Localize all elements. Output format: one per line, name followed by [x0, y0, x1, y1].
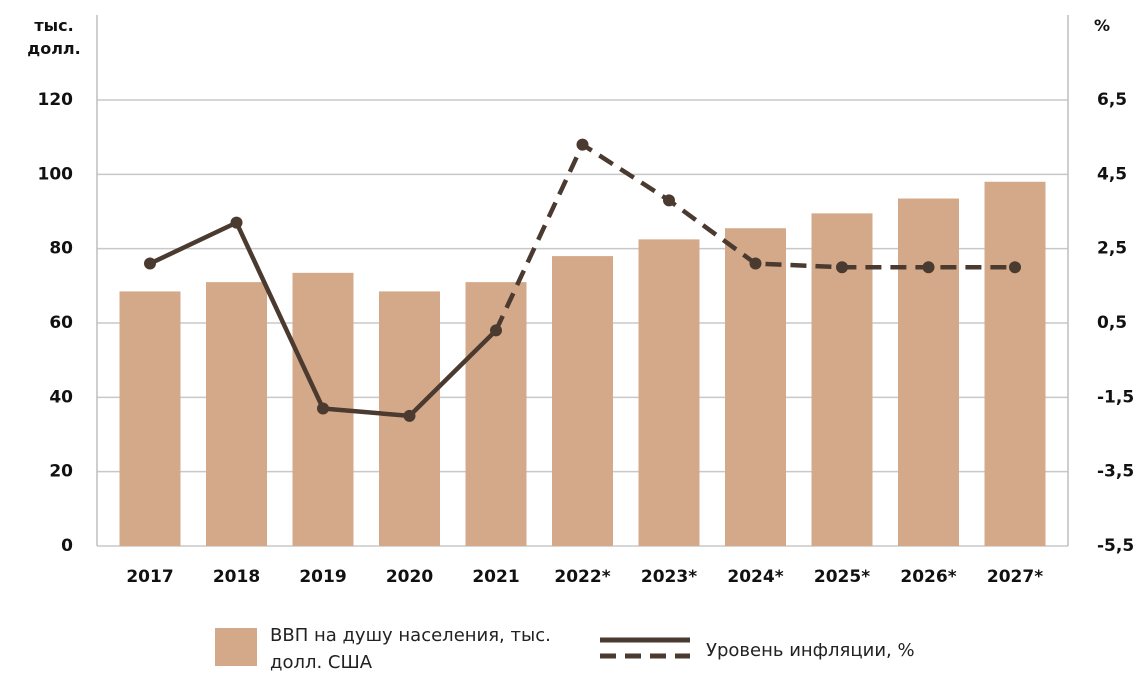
x-tick-label: 2024*: [727, 567, 783, 587]
bar: [898, 198, 959, 546]
y-tick-label: 0: [61, 536, 73, 556]
y2-tick-label: 0,5: [1097, 313, 1127, 333]
bar: [638, 239, 700, 546]
bar: [119, 291, 181, 546]
point: [1009, 261, 1021, 274]
legend-label: ВВП на душу населения, тыс. долл. США: [270, 625, 551, 673]
x-tick-label: 2025*: [814, 567, 870, 587]
y-tick-label: 100: [38, 164, 74, 184]
point: [836, 261, 848, 274]
y2-tick-label: -3,5: [1097, 462, 1134, 482]
bar: [984, 181, 1046, 546]
x-tick-label: 2022*: [554, 567, 610, 587]
legend-swatch: [215, 628, 257, 666]
x-tick-label: 2023*: [641, 567, 697, 587]
legend-line-icon: [600, 637, 690, 659]
point: [663, 194, 675, 207]
point: [576, 138, 589, 151]
bar: [206, 282, 267, 546]
y-tick-label: 80: [49, 239, 73, 259]
legend-label: Уровень инфляции, %: [706, 640, 915, 661]
x-tick-label: 2018: [213, 567, 260, 587]
y2-axis-label: %: [1094, 16, 1111, 35]
point: [749, 257, 762, 270]
x-tick-label: 2026*: [900, 567, 956, 587]
bar: [465, 282, 527, 546]
y2-tick-label: -5,5: [1097, 536, 1134, 556]
bar: [725, 228, 786, 546]
y-tick-label: 20: [49, 462, 73, 482]
y2-tick-label: 4,5: [1097, 164, 1127, 184]
point: [490, 324, 502, 337]
point: [403, 409, 416, 422]
y-tick-label: 60: [49, 313, 73, 333]
x-tick-label: 2027*: [987, 567, 1043, 587]
y-tick-label: 120: [38, 90, 74, 110]
x-tick-label: 2021: [472, 567, 519, 587]
y2-tick-label: 6,5: [1097, 90, 1127, 110]
point: [317, 402, 329, 415]
bar: [552, 256, 613, 546]
x-tick-label: 2017: [126, 567, 173, 587]
y-tick-label: 40: [49, 387, 73, 407]
y-axis-label: тыс. долл.: [27, 16, 81, 58]
x-tick-label: 2019: [299, 567, 346, 587]
y2-tick-label: 2,5: [1097, 239, 1127, 259]
point: [922, 261, 935, 274]
y2-tick-label: -1,5: [1097, 387, 1134, 407]
point: [144, 257, 156, 270]
x-tick-label: 2020: [386, 567, 433, 587]
point: [230, 216, 243, 229]
